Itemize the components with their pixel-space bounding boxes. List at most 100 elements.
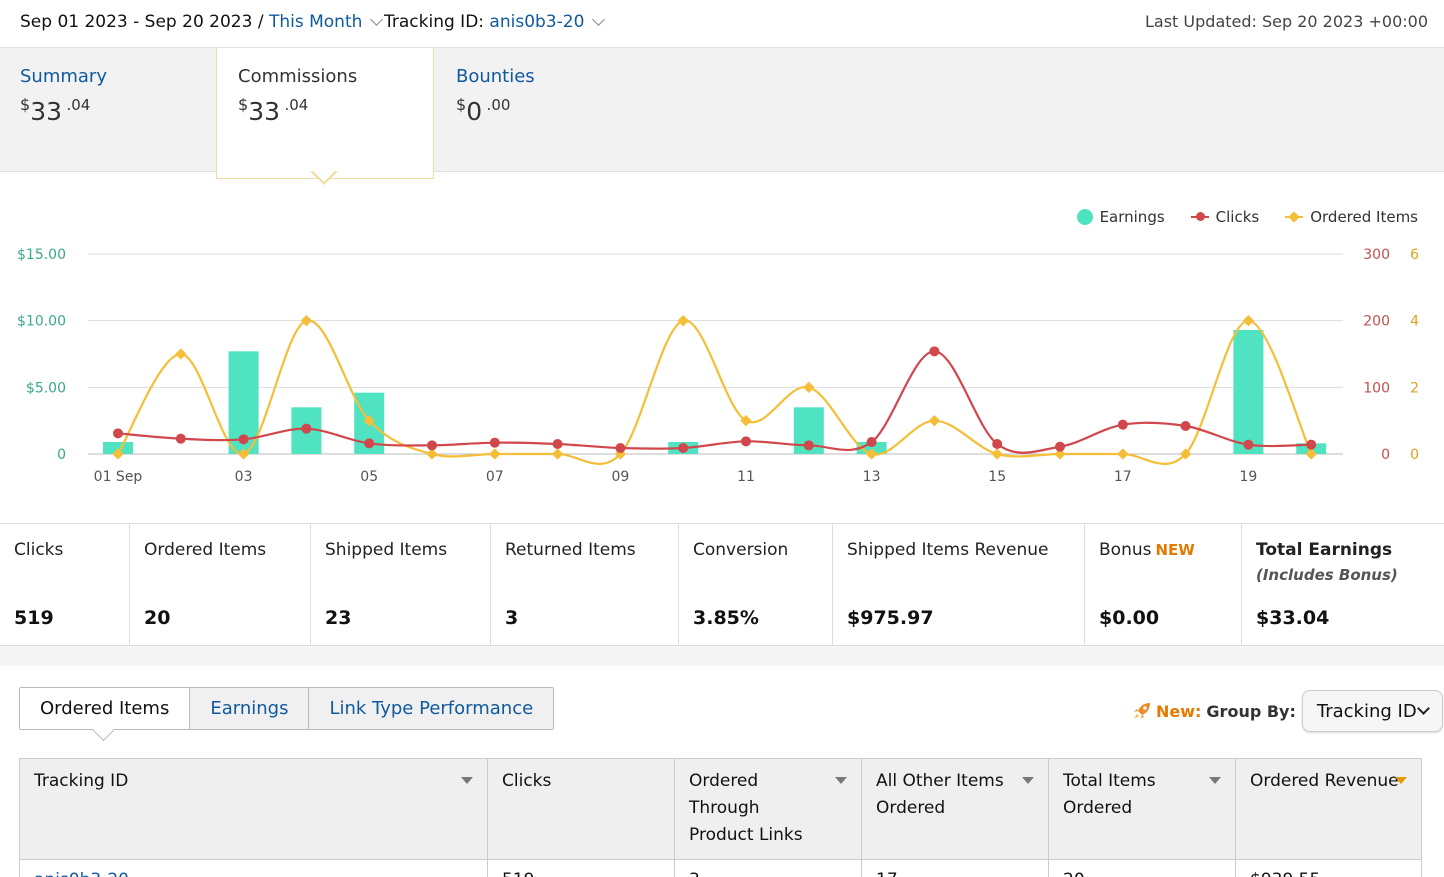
col-all-other-items[interactable]: All Other Items Ordered bbox=[861, 758, 1049, 860]
clicks-point bbox=[615, 443, 626, 453]
clicks-point bbox=[427, 440, 437, 451]
tab-summary[interactable]: Summary $33 .04 bbox=[20, 48, 107, 172]
tracking-id-label: Tracking ID: bbox=[384, 12, 490, 32]
date-range-text: Sep 01 2023 - Sep 20 2023 / bbox=[20, 12, 269, 32]
group-by-select[interactable]: Tracking ID bbox=[1301, 690, 1443, 732]
y-left-tick-label: $5.00 bbox=[26, 380, 66, 396]
tab-link-type-performance[interactable]: Link Type Performance bbox=[309, 688, 554, 729]
ordered-items-point bbox=[363, 415, 375, 427]
x-tick-label: 15 bbox=[988, 469, 1006, 485]
performance-chart: Earnings Clicks Ordered Items 0 0 0 $5.00 10… bbox=[0, 172, 1444, 524]
stat-label: Returned Items bbox=[505, 540, 636, 560]
tab-summary-amount: $33 .04 bbox=[20, 95, 91, 126]
sort-icon[interactable] bbox=[835, 777, 847, 784]
clicks-point bbox=[238, 434, 249, 445]
table-header-row: Tracking ID Clicks Ordered Through Produ… bbox=[19, 758, 1422, 860]
ordered-items-point bbox=[237, 448, 250, 460]
tab-commissions-label: Commissions bbox=[238, 66, 358, 87]
legend-ordered-items-swatch bbox=[1285, 211, 1304, 223]
clicks-point bbox=[741, 436, 751, 447]
ordered-items-point bbox=[803, 381, 815, 393]
col-ordered-through-product-links[interactable]: Ordered Through Product Links bbox=[674, 758, 862, 860]
legend-earnings-swatch bbox=[1076, 209, 1093, 225]
stat-label: Clicks bbox=[14, 540, 64, 560]
ordered-items-point bbox=[426, 448, 438, 460]
tab-earnings[interactable]: Earnings bbox=[190, 688, 310, 729]
col-tracking-id[interactable]: Tracking ID bbox=[19, 758, 488, 860]
stat-shipped-items: Shipped Items 23 bbox=[311, 524, 491, 645]
ordered-items-point bbox=[740, 415, 752, 427]
cell-ordered-revenue: $939.55 bbox=[1235, 859, 1422, 877]
legend-earnings[interactable]: Earnings bbox=[1076, 208, 1165, 226]
ordered-items-point bbox=[677, 315, 689, 327]
y-right-clicks-tick-label: 300 bbox=[1363, 247, 1390, 263]
ordered-items-point bbox=[1305, 448, 1317, 460]
legend-clicks-swatch bbox=[1190, 212, 1209, 221]
ordered-items-point bbox=[175, 348, 187, 360]
cell-ordered-through-links: 3 bbox=[674, 859, 862, 877]
chart-svg: 0 0 0 $5.00 100 2 $10.00 200 4 $15.00 300 6 01 Sep 03… bbox=[17, 247, 1419, 485]
legend-ordered-items[interactable]: Ordered Items bbox=[1285, 208, 1418, 226]
stats-row: Clicks 519 Ordered Items 20 Shipped Item… bbox=[0, 523, 1444, 646]
col-ordered-revenue[interactable]: Ordered Revenue bbox=[1235, 758, 1422, 860]
col-clicks[interactable]: Clicks bbox=[487, 758, 675, 860]
chart-legend: Earnings Clicks Ordered Items bbox=[1076, 208, 1418, 226]
tab-ordered-items[interactable]: Ordered Items bbox=[20, 688, 191, 729]
sort-icon[interactable] bbox=[1209, 777, 1221, 784]
stat-value: $0.00 bbox=[1099, 607, 1160, 629]
stat-label: Bonus NEW bbox=[1099, 540, 1195, 560]
ordered-items-point bbox=[300, 315, 313, 327]
tracking-table: Tracking ID Clicks Ordered Through Produ… bbox=[19, 758, 1422, 877]
stat-value: 23 bbox=[325, 607, 352, 629]
tab-commissions[interactable]: Commissions $33 .04 bbox=[216, 48, 434, 179]
clicks-point bbox=[929, 346, 940, 357]
tab-bounties-amount: $0 .00 bbox=[456, 95, 511, 126]
y-right-items-tick-label: 6 bbox=[1410, 247, 1419, 263]
tracking-id-value[interactable]: anis0b3-20 bbox=[489, 12, 585, 32]
date-range-selector[interactable]: Sep 01 2023 - Sep 20 2023 / This Month bbox=[20, 12, 384, 32]
clicks-point bbox=[301, 423, 312, 434]
sort-icon[interactable] bbox=[461, 777, 473, 784]
x-tick-label: 05 bbox=[360, 469, 378, 485]
ordered-items-point bbox=[991, 448, 1003, 460]
stat-value: 20 bbox=[144, 607, 171, 629]
section-divider bbox=[0, 646, 1444, 666]
stat-shipped-revenue: Shipped Items Revenue $975.97 bbox=[833, 524, 1085, 645]
stat-conversion: Conversion 3.85% bbox=[679, 524, 833, 645]
rocket-icon bbox=[1134, 703, 1150, 719]
y-left-tick-label: 0 bbox=[57, 447, 66, 463]
clicks-point bbox=[1055, 441, 1065, 452]
x-tick-label: 13 bbox=[863, 469, 881, 485]
group-by-label: Group By: bbox=[1206, 701, 1296, 721]
ordered-items-point bbox=[1117, 448, 1129, 460]
y-right-clicks-tick-label: 200 bbox=[1363, 314, 1390, 330]
table-row: anis0b3-20 519 3 17 20 $939.55 bbox=[19, 859, 1422, 877]
stat-value: $33.04 bbox=[1256, 607, 1330, 629]
chevron-down-icon[interactable] bbox=[592, 13, 606, 26]
tracking-id-selector[interactable]: Tracking ID: anis0b3-20 bbox=[384, 12, 606, 32]
clicks-point bbox=[113, 428, 123, 439]
tab-bounties[interactable]: Bounties $0 .00 bbox=[456, 48, 535, 172]
sort-icon[interactable] bbox=[1395, 777, 1407, 784]
active-tab-pointer bbox=[310, 170, 338, 185]
clicks-point bbox=[1180, 421, 1191, 431]
report-tabs: Ordered Items Earnings Link Type Perform… bbox=[19, 687, 555, 730]
period-link[interactable]: This Month bbox=[268, 12, 363, 32]
clicks-point bbox=[364, 438, 375, 449]
legend-clicks[interactable]: Clicks bbox=[1190, 208, 1259, 226]
y-right-clicks-tick-label: 0 bbox=[1381, 447, 1390, 463]
stat-bonus: Bonus NEW $0.00 bbox=[1085, 524, 1242, 645]
stat-value: 3.85% bbox=[693, 607, 759, 629]
cell-all-other-items: 17 bbox=[861, 859, 1049, 877]
y-right-items-tick-label: 4 bbox=[1410, 314, 1419, 330]
clicks-point bbox=[1306, 439, 1317, 450]
stat-value: $975.97 bbox=[847, 607, 934, 629]
sort-icon[interactable] bbox=[1022, 777, 1034, 784]
stat-ordered-items: Ordered Items 20 bbox=[130, 524, 311, 645]
chevron-down-icon[interactable] bbox=[370, 13, 384, 26]
col-total-items-ordered[interactable]: Total Items Ordered bbox=[1048, 758, 1236, 860]
x-tick-label: 19 bbox=[1239, 469, 1257, 485]
chevron-down-icon bbox=[1417, 702, 1430, 715]
group-by-value: Tracking ID bbox=[1316, 700, 1417, 722]
cell-tracking-id[interactable]: anis0b3-20 bbox=[19, 859, 488, 877]
